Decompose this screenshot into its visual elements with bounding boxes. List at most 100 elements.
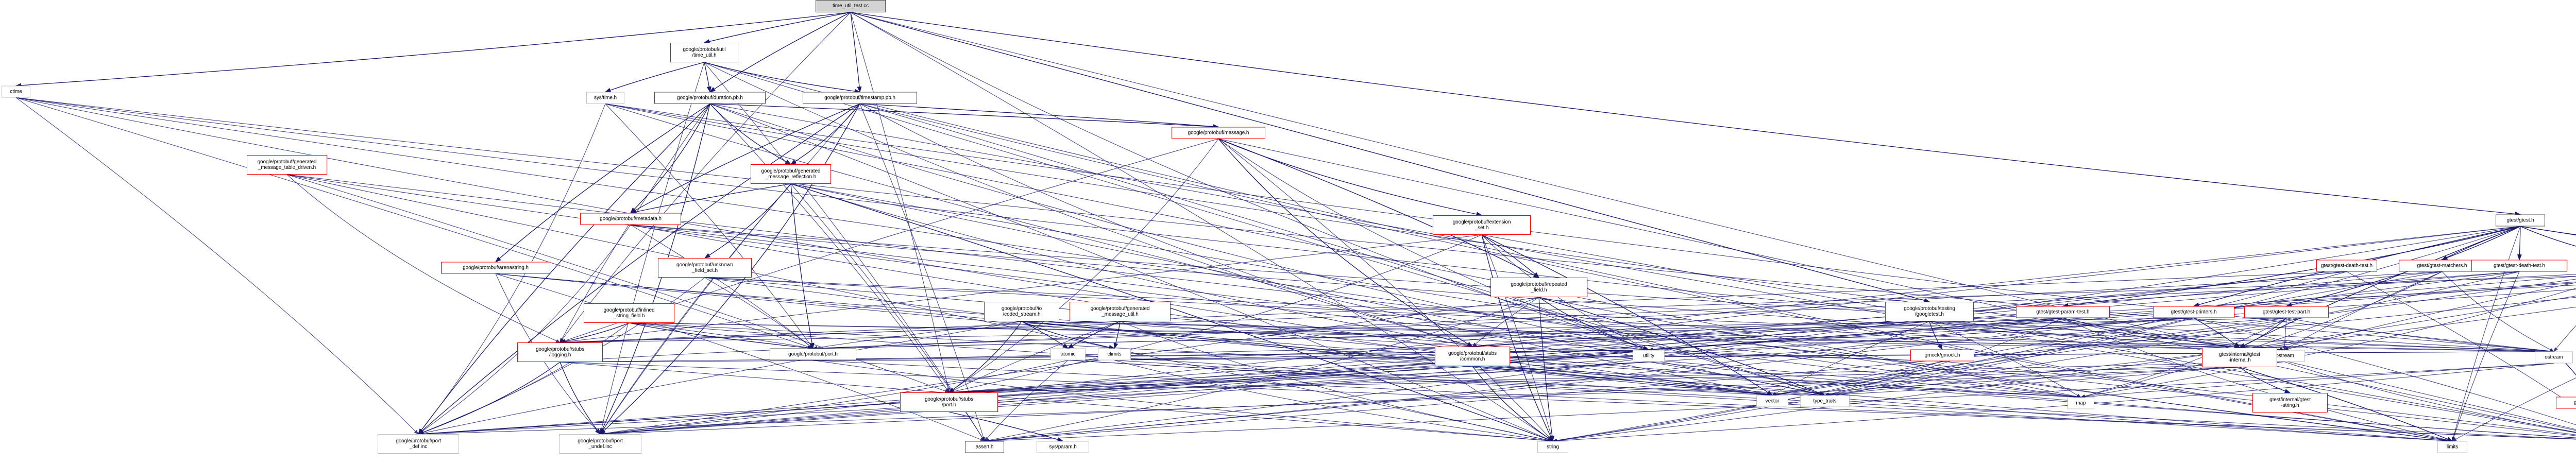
graph-node[interactable]: utility	[1633, 350, 1665, 362]
graph-node[interactable]: atomic	[1050, 348, 1086, 360]
graph-node[interactable]: google/protobuf/generated _message_util.…	[1070, 302, 1171, 321]
graph-node[interactable]: gtest/gtest-death-test.h	[2471, 260, 2567, 272]
graph-edge	[1552, 361, 1943, 442]
graph-edge	[1648, 271, 2347, 351]
graph-edge	[948, 366, 1473, 394]
graph-node[interactable]: gmock/gmock.h	[1910, 349, 1974, 362]
graph-node[interactable]: google/protobuf/arenastring.h	[441, 262, 550, 274]
graph-node[interactable]: ostream	[2535, 351, 2573, 364]
graph-node[interactable]: assert.h	[965, 441, 1004, 453]
graph-edge	[948, 411, 1064, 442]
graph-edge	[1067, 350, 2554, 360]
graph-edge	[1824, 306, 2576, 397]
graph-edge	[1021, 321, 2285, 352]
graph-edge	[850, 12, 2576, 430]
graph-edge	[2452, 271, 2520, 442]
graph-edge	[704, 62, 2453, 442]
graph-node[interactable]: google/protobuf/util /time_util.h	[670, 43, 738, 62]
graph-node[interactable]: gtest/gtest-message.h	[2556, 397, 2576, 409]
graph-node[interactable]: google/protobuf/generated _message_refle…	[751, 164, 831, 184]
graph-edge	[2441, 226, 2521, 261]
graph-node[interactable]: google/protobuf/port _undef.inc	[559, 434, 641, 454]
graph-edge	[704, 62, 985, 442]
graph-edge	[704, 62, 1825, 396]
graph-edge	[600, 362, 2285, 436]
graph-node[interactable]: gtest/gtest-matchers.h	[2399, 260, 2485, 272]
graph-edge	[630, 104, 710, 214]
graph-node[interactable]: gtest/gtest-printers.h	[2153, 306, 2234, 318]
graph-edge	[984, 297, 2576, 443]
graph-node[interactable]: google/protobuf/testing /googletest.h	[1885, 302, 1974, 321]
graph-node[interactable]: google/protobuf/stubs /common.h	[1435, 347, 1510, 366]
graph-node[interactable]: type_traits	[1800, 395, 1850, 407]
graph-edge	[1067, 321, 1121, 349]
graph-node[interactable]: google/protobuf/metadata.h	[580, 213, 681, 225]
graph-edge	[1114, 345, 1473, 360]
graph-edge	[859, 104, 2453, 442]
graph-edge	[859, 104, 1825, 396]
graph-edge	[15, 97, 2081, 399]
graph-edge	[2520, 226, 2576, 247]
graph-node[interactable]: sys/time.h	[586, 92, 624, 104]
graph-node[interactable]: google/protobuf/unknown _field_set.h	[658, 258, 752, 278]
graph-node[interactable]: map	[2067, 397, 2094, 409]
graph-edge	[559, 322, 630, 344]
graph-node[interactable]: google/protobuf/port _def.inc	[378, 434, 459, 454]
graph-edge	[1472, 345, 1943, 362]
graph-node[interactable]: gtest/internal/gtest -internal.h	[2202, 348, 2277, 367]
graph-edge	[709, 104, 792, 165]
graph-node[interactable]: vector	[1756, 395, 1788, 407]
graph-node[interactable]: ctime	[2, 85, 30, 98]
graph-node[interactable]: google/protobuf/generated _message_table…	[247, 155, 327, 175]
graph-edge	[984, 318, 2063, 443]
graph-node[interactable]: time_util_test.cc	[816, 0, 886, 12]
graph-node[interactable]: gtest/gtest-test-part.h	[2244, 306, 2329, 318]
graph-edge	[2282, 318, 2287, 351]
graph-edge	[704, 62, 711, 93]
graph-node[interactable]: google/protobuf/duration.pb.h	[654, 92, 766, 104]
graph-edge	[2517, 226, 2522, 261]
graph-node[interactable]: gtest/gtest-death-test.h	[2316, 260, 2377, 272]
graph-node[interactable]: gtest/gtest-param-test.h	[2016, 306, 2110, 318]
graph-edge	[495, 273, 1825, 397]
graph-edge	[709, 104, 2576, 433]
graph-edge	[704, 277, 814, 349]
graph-edge	[1648, 318, 2194, 352]
graph-edge	[630, 225, 2081, 399]
graph-edge	[850, 12, 1930, 303]
graph-edge	[2284, 362, 2576, 433]
graph-edge	[418, 271, 2443, 436]
graph-edge	[948, 362, 2285, 394]
graph-node[interactable]: sys/param.h	[1037, 441, 1089, 453]
graph-node[interactable]: google/protobuf/message.h	[1172, 127, 1265, 139]
graph-edge	[418, 367, 2240, 436]
graph-edge	[604, 62, 705, 93]
graph-edge	[790, 183, 815, 349]
graph-node[interactable]: google/protobuf/inlined _string_field.h	[584, 303, 674, 323]
graph-edge	[1552, 296, 2576, 443]
graph-node[interactable]: gtest/internal/gtest -string.h	[2252, 393, 2328, 413]
graph-node[interactable]: limits	[2437, 441, 2467, 453]
graph-node[interactable]: google/protobuf/stubs /logging.h	[517, 342, 603, 362]
graph-node[interactable]: google/protobuf/repeated _field.h	[1490, 278, 1587, 297]
graph-node[interactable]: google/protobuf/port.h	[770, 348, 856, 360]
graph-edge	[984, 297, 1539, 442]
graph-edge	[495, 103, 710, 263]
graph-edge	[704, 183, 791, 259]
graph-edge	[418, 322, 630, 435]
graph-node[interactable]: gtest/gtest.h	[2496, 214, 2545, 227]
graph-edge	[1648, 362, 1825, 397]
graph-edge	[1472, 297, 1539, 347]
graph-node[interactable]: google/protobuf/stubs /port.h	[900, 392, 998, 412]
graph-edge	[286, 174, 561, 343]
graph-node[interactable]: google/protobuf/io /coded_stream.h	[984, 302, 1059, 321]
graph-edge	[2193, 318, 2576, 425]
graph-node[interactable]: climits	[1098, 348, 1131, 360]
graph-edge	[418, 321, 1930, 436]
graph-node[interactable]: google/protobuf/extension _set.h	[1433, 215, 1531, 235]
graph-node[interactable]: google/protobuf/timestamp.pb.h	[803, 92, 917, 104]
graph-edge	[948, 318, 2194, 394]
graph-node[interactable]: string	[1537, 441, 1568, 453]
graph-edge	[850, 12, 950, 393]
